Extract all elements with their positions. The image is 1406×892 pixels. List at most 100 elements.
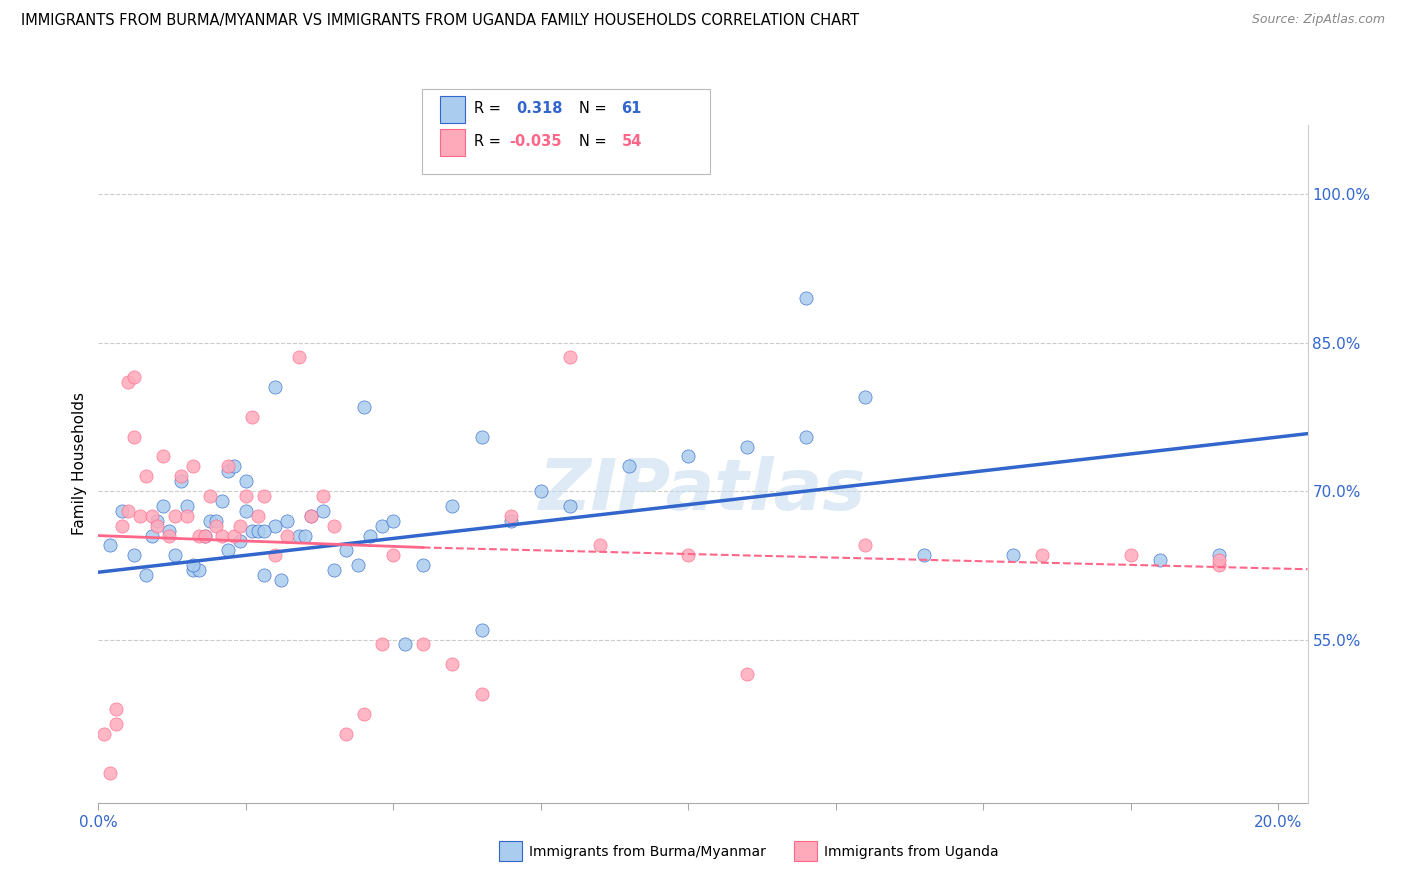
Text: N =: N =	[579, 134, 607, 149]
Point	[288, 528, 311, 542]
Point	[501, 514, 523, 528]
Text: R =: R =	[474, 101, 501, 116]
Point	[853, 539, 876, 553]
Point	[359, 528, 381, 542]
Point	[205, 514, 228, 528]
Point	[370, 518, 392, 533]
Point	[794, 429, 817, 443]
Point	[394, 637, 416, 651]
Point	[170, 474, 193, 488]
Point	[264, 518, 287, 533]
Point	[560, 351, 582, 365]
Point	[323, 518, 346, 533]
Point	[194, 528, 217, 542]
Text: N =: N =	[579, 101, 607, 116]
Point	[1031, 549, 1053, 563]
Point	[353, 400, 375, 414]
Point	[471, 687, 494, 701]
Point	[288, 351, 311, 365]
Text: ZIPatlas: ZIPatlas	[540, 457, 866, 525]
Point	[276, 528, 298, 542]
Point	[211, 528, 233, 542]
Point	[122, 429, 145, 443]
Point	[1149, 553, 1171, 567]
Point	[211, 494, 233, 508]
Point	[299, 508, 322, 523]
Point	[794, 291, 817, 305]
Point	[264, 380, 287, 394]
Point	[152, 499, 174, 513]
Point	[412, 637, 434, 651]
Point	[441, 657, 464, 672]
Point	[93, 726, 115, 740]
Point	[441, 499, 464, 513]
Point	[117, 375, 139, 389]
Point	[181, 459, 204, 474]
Point	[252, 524, 274, 538]
Text: -0.035: -0.035	[509, 134, 561, 149]
Point	[181, 558, 204, 573]
Point	[98, 766, 121, 780]
Point	[912, 549, 935, 563]
Point	[235, 504, 257, 518]
Point	[252, 489, 274, 503]
Point	[157, 528, 180, 542]
Point	[165, 549, 187, 563]
Point	[229, 518, 252, 533]
Point	[311, 489, 333, 503]
Point	[217, 464, 239, 478]
Point	[194, 528, 217, 542]
Text: 61: 61	[621, 101, 641, 116]
Point	[165, 508, 187, 523]
Point	[117, 504, 139, 518]
Point	[347, 558, 370, 573]
Point	[146, 518, 169, 533]
Point	[335, 726, 357, 740]
Point	[111, 518, 134, 533]
Point	[1208, 549, 1230, 563]
Point	[299, 508, 322, 523]
Point	[246, 524, 269, 538]
Text: 54: 54	[621, 134, 641, 149]
Point	[1208, 558, 1230, 573]
Point	[122, 370, 145, 384]
Point	[222, 459, 245, 474]
Point	[235, 489, 257, 503]
Point	[735, 667, 758, 681]
Point	[1208, 553, 1230, 567]
Point	[246, 508, 269, 523]
Point	[146, 514, 169, 528]
Point	[1119, 549, 1142, 563]
Point	[589, 539, 612, 553]
Point	[98, 539, 121, 553]
Point	[471, 623, 494, 637]
Point	[382, 514, 405, 528]
Point	[105, 702, 128, 716]
Point	[735, 440, 758, 454]
Point	[311, 504, 333, 518]
Point	[187, 528, 209, 542]
Point	[181, 563, 204, 577]
Point	[200, 489, 222, 503]
Point	[217, 543, 239, 558]
Point	[353, 706, 375, 721]
Point	[141, 508, 163, 523]
Point	[264, 549, 287, 563]
Point	[560, 499, 582, 513]
Point	[187, 563, 209, 577]
Point	[135, 469, 157, 483]
Point	[141, 528, 163, 542]
Point	[111, 504, 134, 518]
Point	[235, 474, 257, 488]
Point	[222, 528, 245, 542]
Point	[176, 499, 198, 513]
Point	[128, 508, 150, 523]
Point	[1001, 549, 1024, 563]
Point	[217, 459, 239, 474]
Point	[176, 508, 198, 523]
Point	[370, 637, 392, 651]
Point	[105, 716, 128, 731]
Point	[170, 469, 193, 483]
Point	[323, 563, 346, 577]
Point	[471, 429, 494, 443]
